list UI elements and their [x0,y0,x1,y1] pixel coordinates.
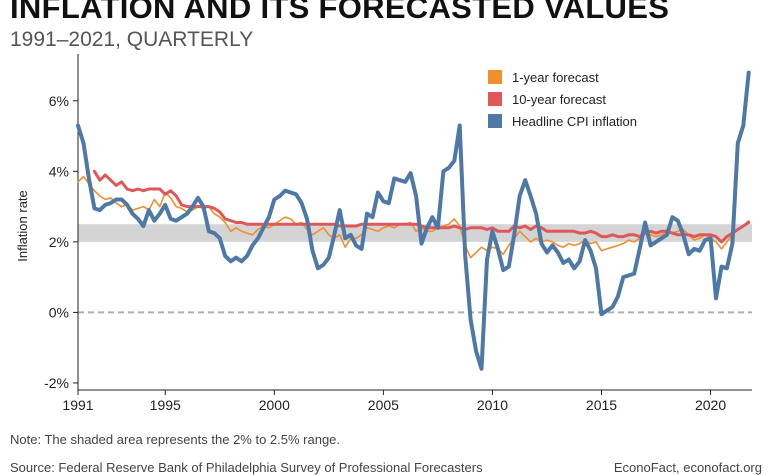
y-tick-label: 4% [49,163,69,179]
y-tick-label: 0% [49,304,69,320]
legend-label: 10-year forecast [512,92,606,107]
page-subtitle: 1991–2021, QUARTERLY [10,28,254,51]
x-tick-label: 2020 [695,397,726,413]
legend-label: 1-year forecast [512,70,599,85]
chart-note: Note: The shaded area represents the 2% … [10,432,341,447]
y-tick-label: -2% [44,375,69,391]
legend-swatch [488,92,502,106]
x-tick-label: 2010 [477,397,508,413]
x-tick-label: 1995 [150,397,181,413]
series-line-headline-cpi-inflation [76,70,751,371]
x-tick-label: 2005 [368,397,399,413]
y-tick-label: 2% [49,234,69,250]
legend-label: Headline CPI inflation [512,114,637,129]
page-title: INFLATION AND ITS FORECASTED VALUES [10,0,670,25]
legend-swatch [488,114,502,128]
x-tick-label: 2015 [586,397,617,413]
x-tick-label: 2000 [259,397,290,413]
legend-swatch [488,70,502,84]
y-tick-label: 6% [49,93,69,109]
chart-source: Source: Federal Reserve Bank of Philadel… [10,460,483,475]
shaded-band [78,224,752,242]
y-axis-label: Inflation rate [15,190,30,262]
chart-credit: EconoFact, econofact.org [613,460,762,475]
x-tick-label: 1991 [62,397,93,413]
